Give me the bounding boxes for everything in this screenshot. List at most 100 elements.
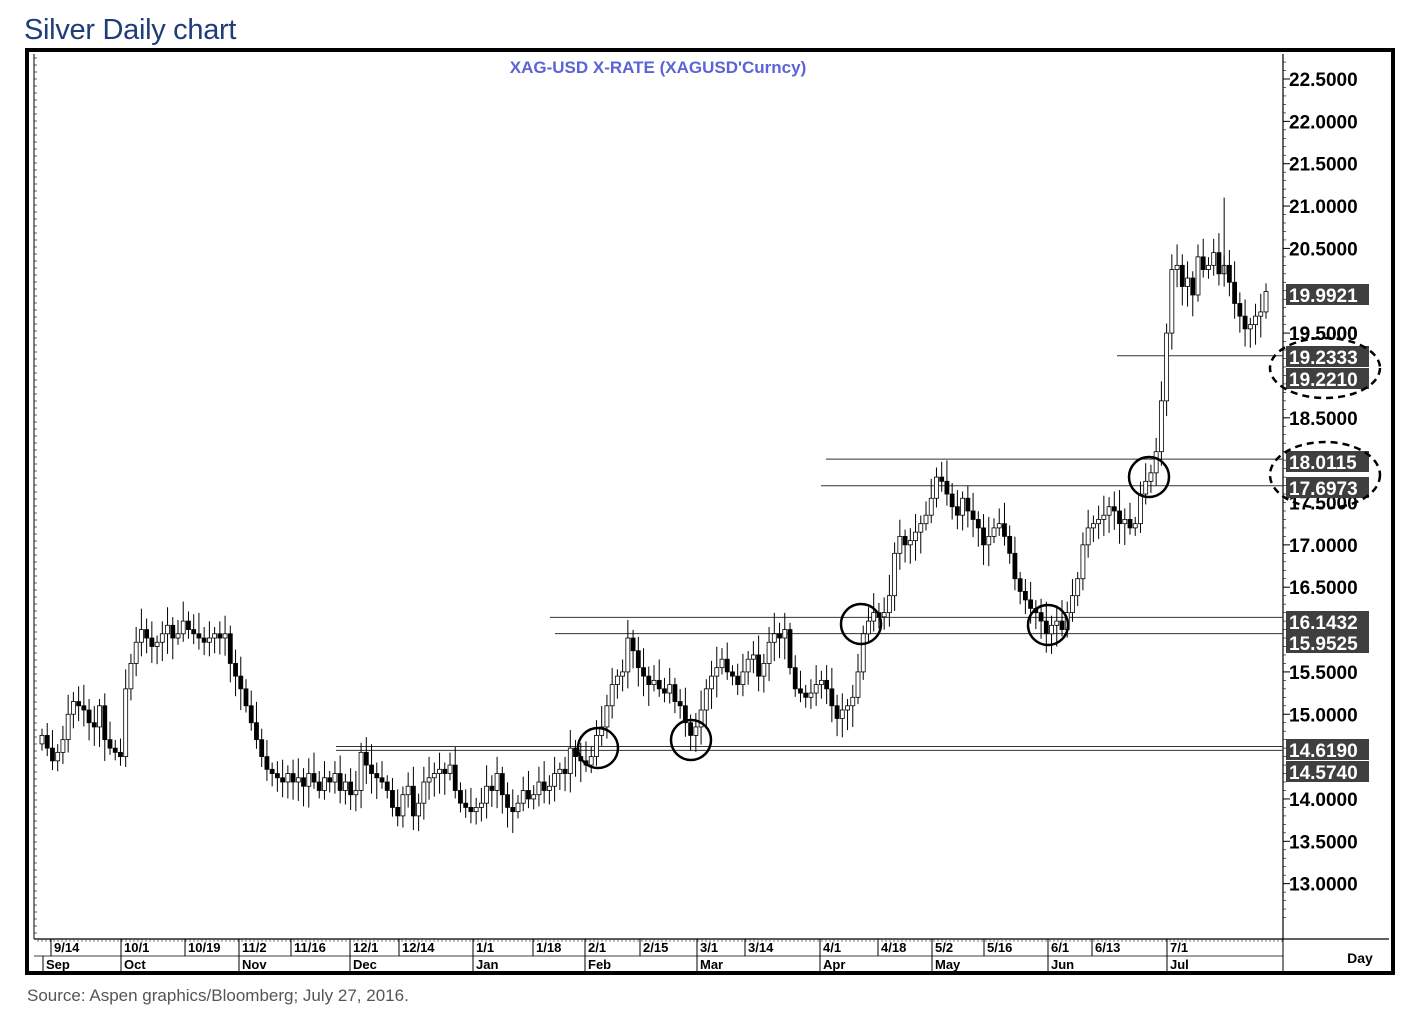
candle-body: [269, 768, 275, 774]
candle-body: [1232, 281, 1238, 304]
candle-body: [1185, 277, 1190, 287]
x-day-label: 12/14: [402, 940, 435, 955]
x-day-label: 5/16: [987, 940, 1012, 955]
candle-body: [1216, 252, 1222, 275]
candle-body: [714, 667, 720, 677]
y-tick-label: 14.0000: [1289, 790, 1358, 811]
x-day-label: 4/18: [881, 940, 906, 955]
candle-body: [614, 675, 620, 686]
candle-body: [1174, 264, 1180, 270]
y-tick-label: 17.0000: [1289, 536, 1358, 557]
x-day-label: 11/16: [294, 940, 326, 955]
x-day-label: 7/1: [1170, 940, 1188, 955]
candle-body: [243, 688, 249, 707]
candle-body: [949, 493, 955, 508]
price-tag-box: [1286, 451, 1369, 472]
candle-body: [1059, 620, 1065, 630]
candle-body: [1242, 315, 1248, 330]
candle-body: [374, 773, 380, 779]
candle-body: [1117, 510, 1122, 525]
circle-marker: [839, 602, 883, 646]
candle-body: [646, 675, 652, 686]
candle-body: [803, 692, 809, 698]
x-unit-label: Day: [1347, 950, 1373, 966]
x-day-label: 6/13: [1095, 940, 1120, 955]
candle-body: [112, 747, 118, 753]
candle-body: [301, 777, 306, 787]
y-tick-label: 17.5000: [1289, 494, 1358, 515]
candle-body: [756, 654, 762, 677]
x-month-label: Dec: [353, 957, 377, 972]
candle-body: [322, 777, 327, 791]
candle-body: [761, 663, 767, 677]
candle-body: [452, 764, 458, 791]
candle-body: [175, 633, 181, 639]
price-tag-label: 19.2210: [1289, 370, 1358, 391]
candle-body: [1101, 514, 1107, 520]
x-axis: 9/14 10/1 10/19 11/2 11/16 12/1 12/14 1/1 1/18 2/…: [37, 939, 1283, 972]
candle-body: [996, 523, 1002, 529]
candle-body: [1054, 620, 1060, 626]
candle-body: [473, 807, 479, 813]
circle-marker: [1127, 455, 1171, 499]
price-tag-label: 14.5740: [1289, 763, 1358, 784]
candle-body: [149, 637, 155, 647]
candle-body: [735, 675, 741, 686]
candle-body: [630, 637, 636, 652]
candle-body: [552, 773, 558, 787]
candle-body: [934, 476, 939, 499]
price-tag-label: 19.2333: [1289, 348, 1358, 369]
candle-body: [855, 671, 861, 698]
candle-body: [1043, 620, 1049, 635]
candle-body: [86, 709, 92, 724]
candle-body: [1075, 578, 1081, 597]
candle-body: [316, 781, 322, 791]
x-day-label: 12/1: [353, 940, 378, 955]
candle-body: [787, 629, 793, 669]
candle-body: [771, 633, 777, 643]
candle-body: [546, 785, 552, 791]
candle-body: [923, 514, 929, 525]
candle-body: [635, 650, 641, 669]
y-axis: 22.5000 22.0000 21.5000 21.0000 20.5000 19.50…: [1283, 70, 1358, 896]
candle-body: [416, 802, 422, 817]
y-tick-label: 18.5000: [1289, 409, 1358, 430]
candle-body: [703, 688, 709, 711]
circle-markers: [576, 455, 1171, 770]
candle-body: [1211, 252, 1217, 266]
x-month-label: Nov: [242, 957, 267, 972]
candle-body: [792, 667, 798, 690]
candle-body: [599, 726, 605, 736]
candle-body: [954, 506, 960, 516]
x-month-label: Mar: [700, 957, 723, 972]
candle-body: [410, 785, 416, 817]
candle-body: [489, 785, 495, 791]
chart-title: XAG-USD X-RATE (XAGUSD'Curncy): [510, 58, 807, 77]
candle-body: [604, 705, 610, 728]
candle-body: [965, 497, 971, 512]
candle-body: [981, 527, 986, 546]
candle-body: [39, 735, 45, 745]
candle-body: [55, 751, 61, 762]
candle-body: [505, 794, 510, 808]
candle-body: [191, 629, 197, 635]
price-tag-label: 17.6973: [1289, 479, 1358, 500]
candle-body: [620, 671, 626, 677]
candle-body: [1164, 332, 1170, 402]
candle-body: [902, 535, 908, 546]
y-tick-label: 22.0000: [1289, 112, 1358, 133]
candle-body: [1090, 523, 1096, 529]
candle-body: [60, 739, 66, 753]
candle-body: [709, 675, 714, 690]
candle-body: [442, 768, 448, 774]
candle-body: [107, 739, 113, 749]
x-month-label: May: [935, 957, 961, 972]
x-day-label: 10/1: [124, 940, 149, 955]
y-tick-label: 15.0000: [1289, 705, 1358, 726]
candle-body: [730, 671, 735, 677]
candle-body: [520, 790, 526, 804]
candle-body: [886, 595, 892, 614]
candle-body: [468, 807, 474, 813]
candle-body: [159, 633, 165, 643]
